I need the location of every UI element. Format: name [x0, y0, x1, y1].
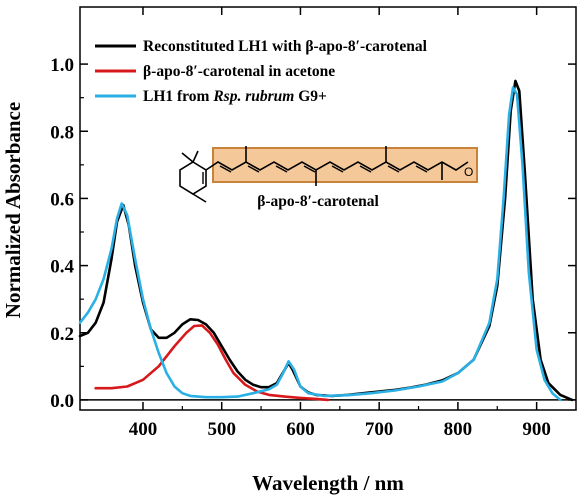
y-tick-label: 0.6	[50, 189, 74, 210]
x-axis-title: Wavelength / nm	[252, 471, 404, 495]
cyclohexene-ring	[179, 161, 207, 195]
legend-label-g9: LH1 from Rsp. rubrum G9+	[143, 88, 327, 105]
polyene-highlight-box	[212, 147, 478, 183]
y-tick-label: 0.8	[50, 122, 74, 143]
y-tick-label: 0.0	[50, 391, 74, 412]
x-axis-ticks: 400 500 600 700 800 900	[129, 7, 551, 440]
legend: Reconstituted LH1 with β-apo-8′-carotena…	[95, 38, 428, 105]
y-tick-label: 0.2	[50, 324, 74, 345]
series-line-reconstituted-lh1	[78, 79, 574, 402]
molecule-structure: O β-apo-8′-carotenal	[179, 146, 478, 210]
legend-label-acetone: β-apo-8′-carotenal in acetone	[143, 63, 335, 80]
series-line-carotenal-acetone	[94, 324, 330, 402]
x-tick-label: 500	[207, 419, 236, 440]
legend-label-reconstituted: Reconstituted LH1 with β-apo-8′-carotena…	[143, 38, 428, 55]
aldehyde-oxygen: O	[464, 165, 473, 179]
series-group	[78, 79, 574, 402]
y-tick-label: 0.4	[50, 257, 74, 278]
molecule-label: β-apo-8′-carotenal	[257, 193, 379, 210]
series-line-lh1-g9	[78, 86, 562, 402]
x-tick-label: 600	[286, 419, 315, 440]
x-tick-label: 900	[522, 419, 551, 440]
x-tick-label: 400	[129, 419, 158, 440]
x-tick-label: 800	[444, 419, 473, 440]
polyene-chain	[205, 161, 469, 171]
x-tick-label: 700	[365, 419, 394, 440]
y-axis-ticks: 0.0 0.2 0.4 0.6 0.8 1.0	[50, 55, 576, 412]
y-axis-title: Normalized Absorbance	[1, 102, 25, 318]
y-tick-label: 1.0	[50, 55, 74, 76]
plot-area	[79, 6, 577, 411]
